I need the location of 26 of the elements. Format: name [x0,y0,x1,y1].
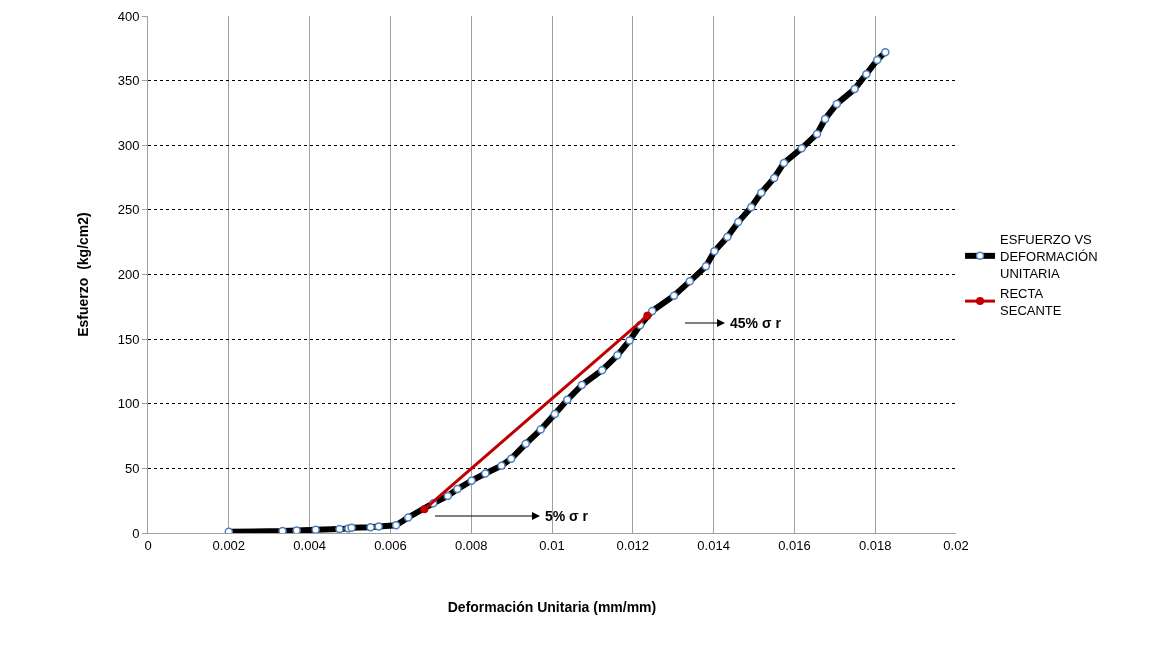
y-axis-title: Esfuerzo (kg/cm2) [75,212,92,337]
y-tick-label: 150 [117,331,140,347]
x-tick-label: 0.016 [778,537,811,553]
annotation: 45% σ r [730,315,782,331]
annotation: 5% σ r [545,508,589,524]
y-tick-label: 400 [117,8,140,24]
y-tick-label: 200 [117,267,140,283]
y-tick-label: 300 [117,137,140,153]
x-axis-title: Deformación Unitaria (mm/mm) [447,598,657,615]
x-tick-label: 0.004 [293,537,326,553]
y-tick-label: 350 [117,73,140,89]
x-tick-label: 0.014 [697,537,730,553]
x-tick-label: 0.008 [454,537,488,553]
x-tick-label: 0.01 [539,537,565,553]
y-tick-label: 0 [132,525,140,541]
y-tick-label: 50 [124,460,140,476]
x-tick-label: 0 [144,537,152,553]
y-tick-label: 250 [117,202,140,218]
x-tick-label: 0.002 [212,537,246,553]
y-tick-label: 100 [117,396,140,412]
x-tick-label: 0.018 [858,537,892,553]
x-tick-label: 0.02 [943,537,969,553]
legend-label: RECTA SECANTE [1000,285,1062,318]
x-tick-label: 0.012 [616,537,650,553]
x-tick-label: 0.006 [374,537,407,553]
legend-label: ESFUERZO VS DEFORMACIÓN UNITARIA [1000,232,1098,281]
